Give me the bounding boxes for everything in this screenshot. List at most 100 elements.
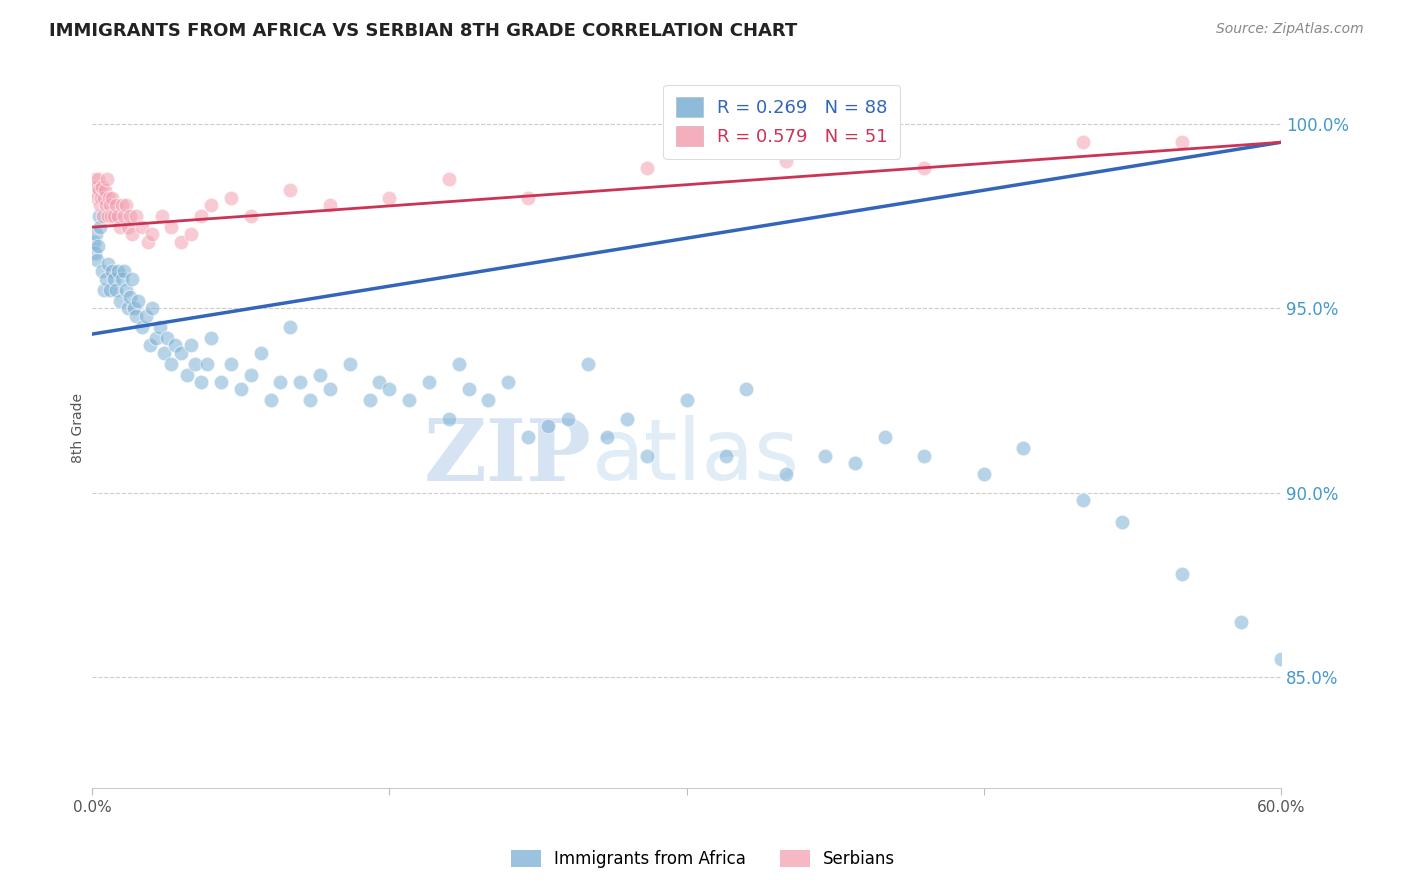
Point [195,357,218,371]
Point [160,220,183,235]
Point [87,209,110,223]
Point [118,290,141,304]
Point [359,393,381,408]
Point [152,345,174,359]
Point [131,319,153,334]
Point [91,209,114,223]
Point [319,383,342,397]
Point [596,430,619,444]
Text: atlas: atlas [592,416,800,499]
Point [89,220,111,235]
Point [200,331,222,345]
Point [437,172,460,186]
Point [170,235,193,249]
Point [148,319,170,334]
Point [775,153,797,168]
Point [418,375,440,389]
Point [138,338,160,352]
Point [115,198,138,212]
Point [122,301,145,316]
Point [103,209,125,223]
Point [299,393,322,408]
Point [135,309,157,323]
Point [165,338,187,352]
Point [576,357,599,371]
Point [83,183,105,197]
Point [278,183,301,197]
Y-axis label: 8th Grade: 8th Grade [72,393,86,463]
Point [814,449,837,463]
Point [91,264,114,278]
Text: IMMIGRANTS FROM AFRICA VS SERBIAN 8TH GRADE CORRELATION CHART: IMMIGRANTS FROM AFRICA VS SERBIAN 8TH GR… [49,22,797,40]
Point [93,191,115,205]
Point [378,383,401,397]
Point [184,357,207,371]
Point [219,357,242,371]
Point [1171,566,1194,581]
Point [180,338,202,352]
Point [219,191,242,205]
Point [84,246,107,260]
Point [1230,615,1253,629]
Point [437,412,460,426]
Point [1171,136,1194,150]
Point [97,209,120,223]
Point [93,283,115,297]
Point [447,357,470,371]
Point [873,430,896,444]
Point [912,161,935,175]
Point [91,179,114,194]
Point [1071,136,1094,150]
Point [190,375,212,389]
Point [125,209,148,223]
Point [714,449,737,463]
Point [121,272,143,286]
Point [121,227,143,242]
Point [98,198,121,212]
Point [115,283,138,297]
Point [735,383,758,397]
Point [912,449,935,463]
Point [290,375,312,389]
Point [108,220,131,235]
Point [517,191,540,205]
Point [156,331,179,345]
Point [97,257,120,271]
Point [176,368,198,382]
Point [100,209,122,223]
Point [170,345,193,359]
Point [94,183,117,197]
Point [636,449,658,463]
Point [118,209,141,223]
Point [209,375,232,389]
Point [104,198,127,212]
Point [180,227,202,242]
Point [844,456,866,470]
Point [398,393,420,408]
Point [259,393,281,408]
Point [1071,493,1094,508]
Point [309,368,332,382]
Text: ZIP: ZIP [423,415,592,499]
Point [98,283,121,297]
Point [111,272,134,286]
Point [141,301,163,316]
Point [87,183,110,197]
Point [239,368,262,382]
Point [249,345,271,359]
Point [103,272,125,286]
Point [96,172,118,186]
Point [84,227,107,242]
Point [108,293,131,308]
Point [141,227,163,242]
Point [477,393,499,408]
Point [269,375,291,389]
Point [616,412,638,426]
Point [87,172,110,186]
Point [319,198,342,212]
Point [1111,515,1133,529]
Point [83,235,105,249]
Point [973,467,995,482]
Point [557,412,579,426]
Point [107,209,129,223]
